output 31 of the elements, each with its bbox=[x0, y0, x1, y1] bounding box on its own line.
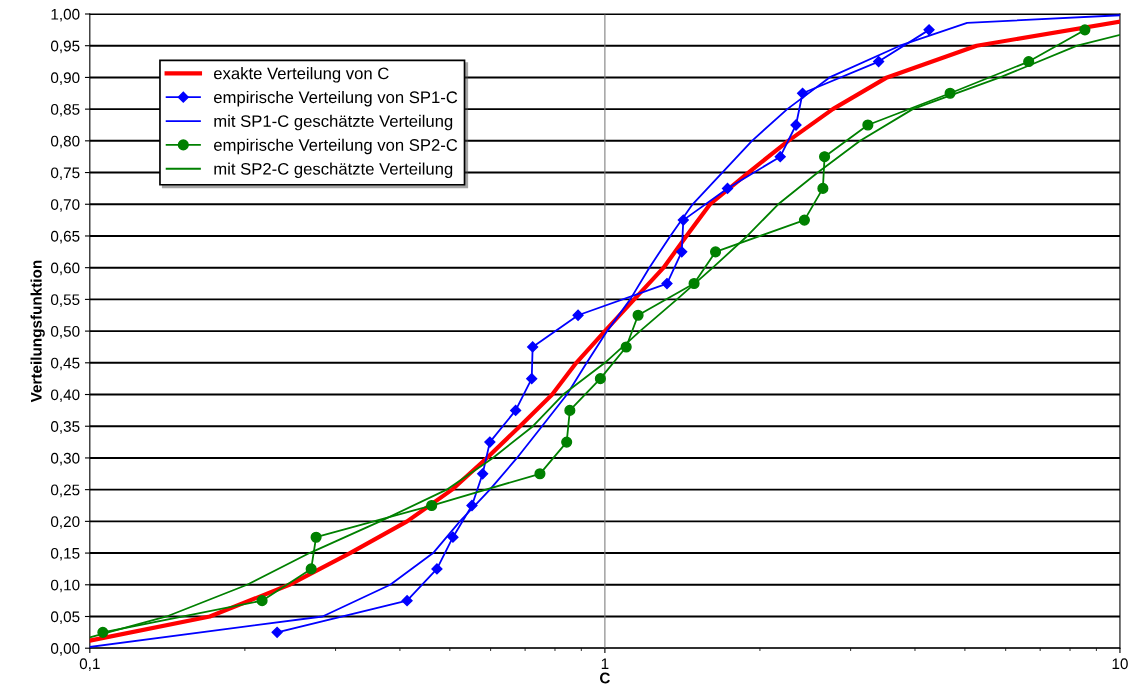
legend-label: empirische Verteilung von SP1-C bbox=[214, 90, 458, 107]
y-tick-label: 0,65 bbox=[50, 230, 80, 244]
y-tick-label: 0,00 bbox=[50, 643, 80, 656]
y-tick-label: 0,45 bbox=[50, 357, 80, 371]
x-tick-label: 0,1 bbox=[79, 658, 100, 671]
y-tick-label: 0,70 bbox=[50, 199, 80, 212]
y-tick-label: 0,20 bbox=[50, 516, 80, 529]
legend-label: exakte Verteilung von C bbox=[214, 67, 389, 83]
x-tick-label: 10 bbox=[1112, 658, 1128, 670]
y-tick-label: 0,90 bbox=[50, 72, 80, 85]
legend-label: empirische Verteilung von SP2-C bbox=[214, 138, 458, 155]
legend-label: mit SP2-C geschätzte Verteilung bbox=[214, 162, 453, 179]
y-tick-label: 0,35 bbox=[50, 421, 80, 434]
y-tick-label: 0,55 bbox=[50, 294, 80, 307]
y-tick-label: 0,25 bbox=[50, 484, 80, 498]
y-tick-label: 0,30 bbox=[50, 452, 80, 466]
y-tick-label: 0,05 bbox=[50, 611, 80, 624]
y-tick-label: 1,00 bbox=[51, 8, 80, 22]
x-tick-label: 1 bbox=[601, 658, 609, 669]
y-tick-label: 0,10 bbox=[50, 579, 80, 593]
y-axis-title: Verteilungsfunktion bbox=[30, 260, 45, 403]
x-axis-title: C bbox=[600, 672, 610, 684]
y-tick-label: 0,75 bbox=[50, 167, 80, 181]
y-tick-label: 0,80 bbox=[50, 135, 80, 149]
y-tick-label: 0,85 bbox=[50, 104, 80, 117]
legend-label: mit SP1-C geschätzte Verteilung bbox=[214, 114, 453, 131]
y-tick-label: 0,60 bbox=[50, 262, 80, 276]
y-tick-label: 0,40 bbox=[50, 389, 80, 403]
y-tick-label: 0,95 bbox=[50, 40, 80, 54]
y-tick-label: 0,50 bbox=[50, 325, 80, 339]
y-tick-label: 0,15 bbox=[50, 547, 80, 561]
